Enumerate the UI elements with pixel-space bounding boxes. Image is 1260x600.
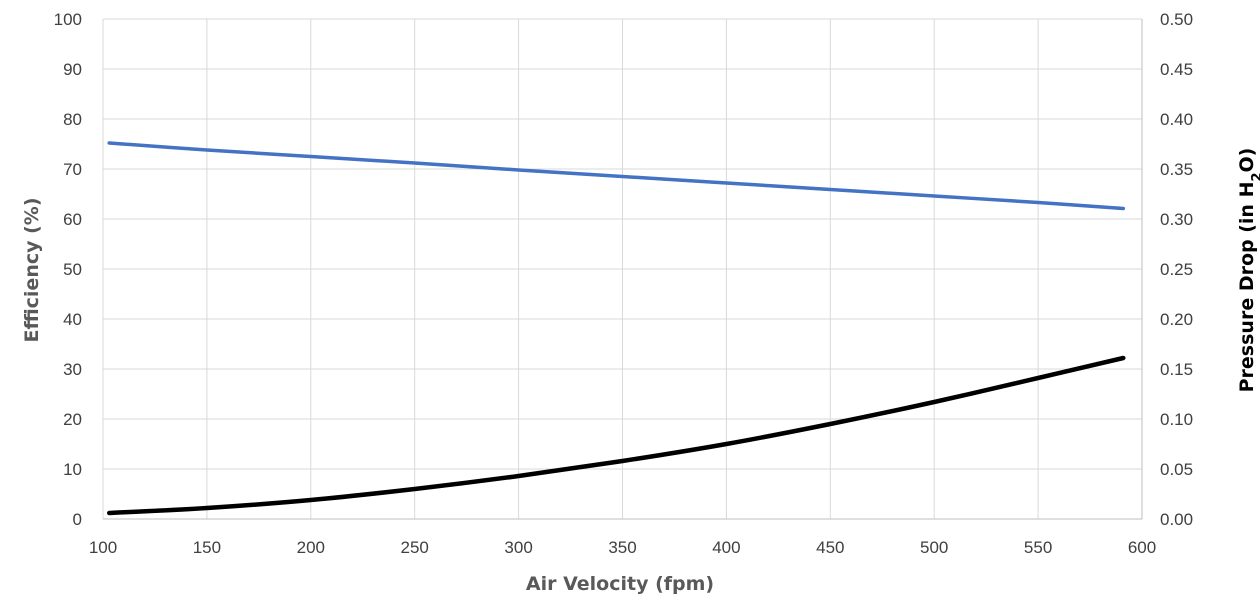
- y-right-tick-label: 0.50: [1160, 10, 1193, 29]
- y-left-tick-label: 40: [63, 310, 82, 329]
- x-tick-label: 550: [1024, 538, 1052, 557]
- x-axis-title: Air Velocity (fpm): [526, 573, 714, 595]
- y-left-tick-label: 0: [73, 510, 82, 529]
- y-left-tick-label: 30: [63, 360, 82, 379]
- y-right-tick-label: 0.05: [1160, 460, 1193, 479]
- axes: [103, 19, 1143, 520]
- y-right-tick-label: 0.35: [1160, 160, 1193, 179]
- x-tick-label: 150: [193, 538, 221, 557]
- y-right-tick-labels: 0.00 0.05 0.10 0.15 0.20 0.25 0.30 0.35 0.40 0.45…: [1160, 10, 1193, 529]
- y-right-tick-label: 0.40: [1160, 110, 1193, 129]
- y-right-tick-label: 0.10: [1160, 410, 1193, 429]
- y-left-axis-title: Efficiency (%): [21, 197, 43, 342]
- x-tick-label: 250: [401, 538, 429, 557]
- y-left-tick-label: 100: [54, 10, 82, 29]
- x-tick-label: 350: [608, 538, 636, 557]
- x-tick-label: 600: [1128, 538, 1156, 557]
- x-tick-label: 100: [89, 538, 117, 557]
- x-tick-label: 450: [816, 538, 844, 557]
- y-right-tick-label: 0.25: [1160, 260, 1193, 279]
- x-tick-label: 200: [297, 538, 325, 557]
- y-left-tick-label: 20: [63, 410, 82, 429]
- y-left-tick-labels: 0 10 20 30 40 50 60 70 80 90 100: [54, 10, 82, 529]
- y-right-tick-label: 0.45: [1160, 60, 1193, 79]
- y-right-tick-label: 0.30: [1160, 210, 1193, 229]
- y-right-axis-title: Pressure Drop (in H2O): [1236, 148, 1260, 393]
- x-tick-label: 300: [504, 538, 532, 557]
- y-left-tick-label: 60: [63, 210, 82, 229]
- x-tick-label: 500: [920, 538, 948, 557]
- y-left-tick-label: 70: [63, 160, 82, 179]
- x-tick-label: 400: [712, 538, 740, 557]
- y-left-tick-label: 80: [63, 110, 82, 129]
- series-layer: [106, 141, 1126, 516]
- y-right-axis-title-sub: 2: [1250, 172, 1260, 181]
- y-left-tick-label: 10: [63, 460, 82, 479]
- y-left-tick-label: 90: [63, 60, 82, 79]
- y-right-axis-title-tail: O): [1236, 148, 1258, 173]
- pressure-drop-line: [106, 355, 1126, 516]
- x-tick-labels: 100 150 200 250 300 350 400 450 500 550 600: [89, 538, 1156, 557]
- y-right-tick-label: 0.00: [1160, 510, 1193, 529]
- y-left-tick-label: 50: [63, 260, 82, 279]
- y-right-axis-title-base: Pressure Drop (in H: [1236, 182, 1258, 393]
- efficiency-line: [107, 141, 1126, 211]
- y-right-tick-label: 0.20: [1160, 310, 1193, 329]
- y-right-tick-label: 0.15: [1160, 360, 1193, 379]
